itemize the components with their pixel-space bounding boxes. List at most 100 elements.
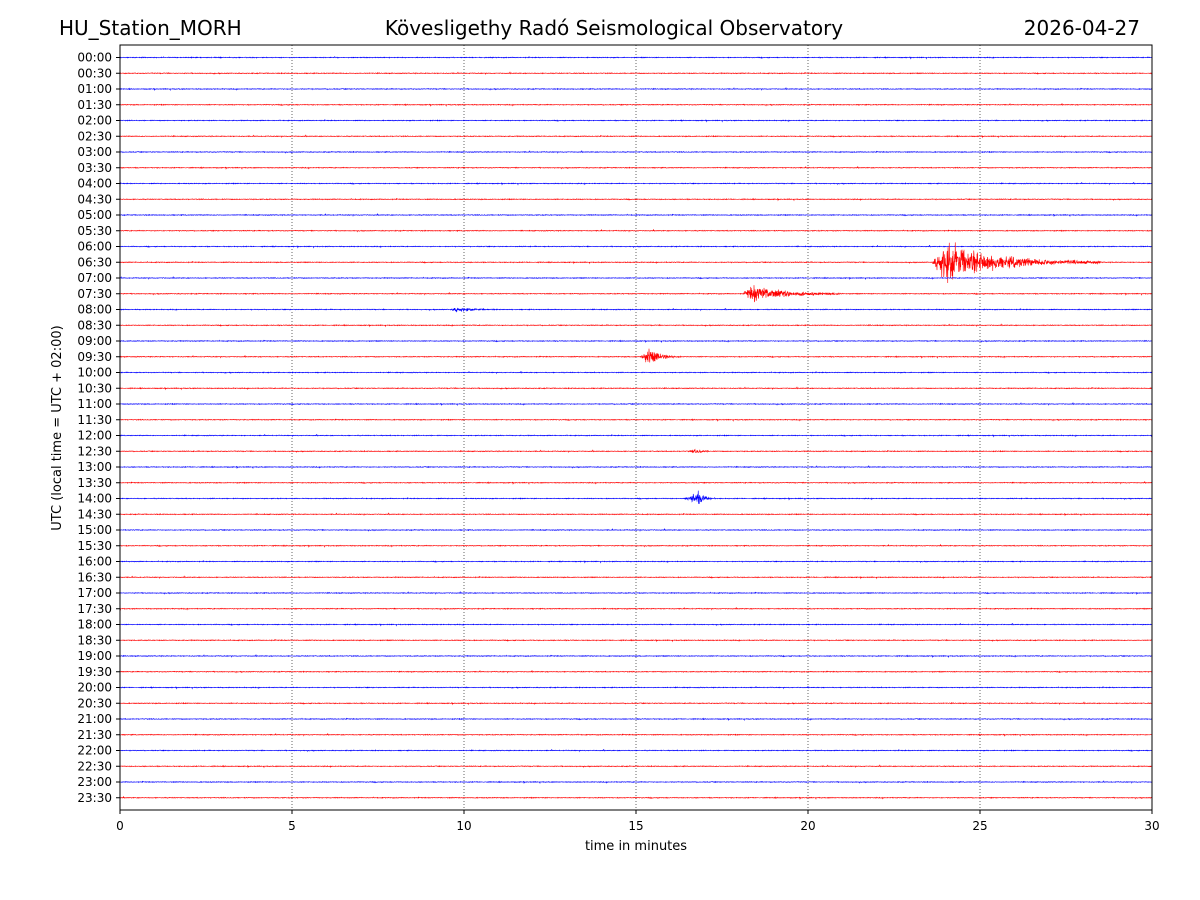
y-tick-label: 07:30 <box>77 287 112 301</box>
y-tick-label: 03:00 <box>77 145 112 159</box>
trace-0600 <box>119 244 1153 249</box>
trace-0830 <box>119 323 1153 328</box>
trace-0100 <box>119 87 1153 92</box>
trace-1930 <box>119 670 1153 674</box>
y-tick-label: 09:00 <box>77 334 112 348</box>
x-tick-label: 25 <box>972 819 987 833</box>
trace-1300 <box>119 465 1153 470</box>
y-tick-label: 19:30 <box>77 665 112 679</box>
y-tick-label: 02:30 <box>77 129 112 143</box>
y-tick-label: 05:00 <box>77 208 112 222</box>
x-tick-label: 0 <box>116 819 124 833</box>
trace-1330 <box>119 481 1153 485</box>
y-tick-label: 20:30 <box>77 696 112 710</box>
trace-1530 <box>119 544 1153 548</box>
trace-0630 <box>119 242 1153 283</box>
y-tick-label: 23:30 <box>77 791 112 805</box>
y-tick-label: 02:00 <box>77 114 112 128</box>
trace-rows <box>119 55 1153 800</box>
trace-1100 <box>119 402 1153 407</box>
trace-1500 <box>119 528 1153 532</box>
y-tick-label: 15:00 <box>77 523 112 537</box>
x-tick-label: 30 <box>1144 819 1159 833</box>
y-tick-label: 23:00 <box>77 775 112 789</box>
trace-1130 <box>119 418 1153 422</box>
y-tick-label: 22:00 <box>77 744 112 758</box>
trace-2030 <box>119 701 1153 706</box>
trace-0130 <box>119 103 1153 107</box>
y-tick-label: 08:30 <box>77 318 112 332</box>
trace-1730 <box>119 607 1153 611</box>
y-tick-label: 00:00 <box>77 51 112 65</box>
y-tick-label: 19:00 <box>77 649 112 663</box>
trace-1900 <box>119 654 1153 659</box>
trace-1430 <box>119 512 1153 517</box>
trace-0530 <box>119 229 1153 233</box>
y-tick-label: 10:00 <box>77 366 112 380</box>
trace-0700 <box>119 276 1153 281</box>
trace-2300 <box>119 780 1153 785</box>
y-tick-label: 21:30 <box>77 728 112 742</box>
y-tick-label: 18:00 <box>77 618 112 632</box>
y-tick-label: 04:00 <box>77 177 112 191</box>
trace-0000 <box>119 55 1153 60</box>
x-tick-label: 5 <box>288 819 296 833</box>
chart-title: Kövesligethy Radó Seismological Observat… <box>385 16 843 40</box>
y-tick-label: 13:00 <box>77 460 112 474</box>
y-tick-label: 21:00 <box>77 712 112 726</box>
y-tick-label: 17:30 <box>77 602 112 616</box>
station-label: HU_Station_MORH <box>59 16 242 40</box>
trace-0400 <box>119 181 1153 186</box>
trace-1000 <box>119 370 1153 375</box>
y-tick-label: 00:30 <box>77 66 112 80</box>
y-tick-label: 14:00 <box>77 492 112 506</box>
y-tick-label: 09:30 <box>77 350 112 364</box>
y-axis-label: UTC (local time = UTC + 02:00) <box>50 325 65 530</box>
y-tick-label: 06:30 <box>77 255 112 269</box>
trace-0800 <box>119 307 1153 313</box>
y-tick-label: 06:00 <box>77 240 112 254</box>
trace-0930 <box>119 348 1153 363</box>
y-tick-label: 04:30 <box>77 192 112 206</box>
y-tick-label: 14:30 <box>77 507 112 521</box>
trace-0430 <box>119 197 1153 202</box>
trace-2100 <box>119 717 1153 722</box>
plot-frame <box>119 44 1153 811</box>
y-tick-label: 13:30 <box>77 476 112 490</box>
y-tick-label: 07:00 <box>77 271 112 285</box>
trace-1600 <box>119 560 1153 564</box>
trace-0300 <box>119 150 1153 154</box>
trace-0230 <box>119 134 1153 139</box>
trace-2130 <box>119 733 1153 737</box>
trace-2000 <box>119 685 1153 690</box>
y-tick-label: 15:30 <box>77 539 112 553</box>
y-tick-label: 05:30 <box>77 224 112 238</box>
x-tick-label: 10 <box>456 819 471 833</box>
y-tick-label: 12:30 <box>77 444 112 458</box>
y-tick-label: 20:00 <box>77 681 112 695</box>
trace-1230 <box>120 448 1153 454</box>
y-tick-label: 10:30 <box>77 381 112 395</box>
y-tick-label: 17:00 <box>77 586 112 600</box>
y-tick-label: 12:00 <box>77 429 112 443</box>
trace-1800 <box>119 622 1153 627</box>
x-axis-ticks: 0 5 10 15 20 25 30 <box>116 810 1160 833</box>
trace-0730 <box>119 285 1153 303</box>
y-tick-label: 16:00 <box>77 555 112 569</box>
y-tick-label: 16:30 <box>77 570 112 584</box>
trace-1400 <box>119 490 1153 504</box>
trace-2230 <box>119 764 1153 769</box>
date-label: 2026-04-27 <box>1024 16 1140 40</box>
trace-0900 <box>119 339 1153 344</box>
trace-2330 <box>119 796 1153 800</box>
y-tick-label: 11:00 <box>77 397 112 411</box>
y-tick-label: 01:30 <box>77 98 112 112</box>
trace-0200 <box>119 119 1153 123</box>
trace-1030 <box>119 386 1153 391</box>
trace-2200 <box>119 748 1153 753</box>
y-tick-label: 11:30 <box>77 413 112 427</box>
trace-1630 <box>119 575 1153 580</box>
